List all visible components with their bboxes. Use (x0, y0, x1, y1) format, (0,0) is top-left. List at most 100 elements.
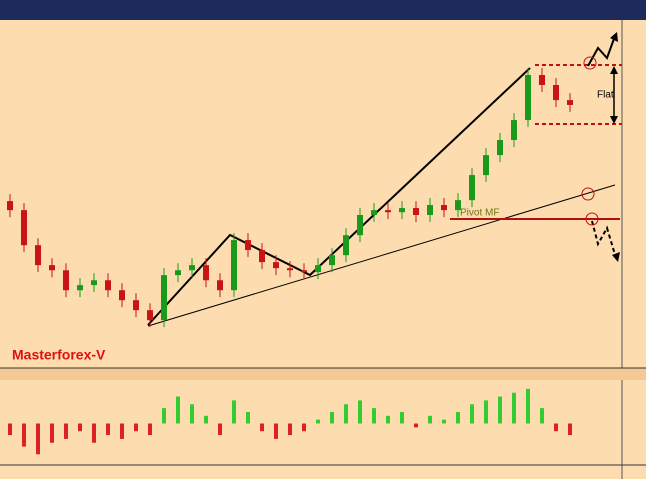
histogram-bar (134, 423, 138, 432)
signal-circle (583, 56, 597, 70)
breakout-up (587, 35, 616, 67)
candle-body (161, 275, 167, 321)
signal-circle (581, 187, 595, 201)
histogram-bar (176, 396, 180, 424)
candle-body (469, 175, 475, 201)
histogram-bar (316, 419, 320, 424)
candle-body (329, 255, 335, 266)
histogram-bar (120, 423, 124, 439)
toolbar (0, 0, 646, 20)
candle-body (147, 310, 153, 321)
candle-body (49, 265, 55, 271)
candle-body (455, 200, 461, 211)
candle-body (189, 265, 195, 271)
histogram-bar (470, 404, 474, 424)
candle-body (315, 265, 321, 273)
candle-body (259, 250, 265, 263)
histogram-bar (260, 423, 264, 432)
candle-body (441, 205, 447, 211)
histogram-bar (204, 415, 208, 424)
histogram-bar (148, 423, 152, 436)
candle-body (427, 205, 433, 215)
histogram-bar (218, 423, 222, 436)
histogram-bar (554, 423, 558, 432)
candle-body (91, 280, 97, 286)
candle-body (287, 268, 293, 271)
histogram-bar (50, 423, 54, 443)
histogram-bar (92, 423, 96, 443)
watermark: Masterforex-V (12, 347, 106, 363)
arrow-head (610, 32, 618, 42)
candle-body (511, 120, 517, 141)
histogram-bar (484, 400, 488, 424)
candle-body (371, 210, 377, 215)
histogram-bar (512, 392, 516, 424)
candle-body (413, 208, 419, 215)
histogram-bar (274, 423, 278, 439)
histogram-bar (372, 408, 376, 424)
histogram-bar (386, 415, 390, 424)
candle-body (357, 215, 363, 236)
arrow-head (610, 116, 618, 124)
histogram-bar (456, 411, 460, 424)
support-line (147, 184, 616, 327)
candle-body (343, 235, 349, 256)
histogram-bar (428, 415, 432, 424)
candle-body (105, 280, 111, 291)
candle-body (539, 75, 545, 85)
histogram-bar (8, 423, 12, 436)
trend-line (147, 67, 531, 326)
candle-body (553, 85, 559, 101)
histogram-bar (190, 404, 194, 424)
candle-body (497, 140, 503, 156)
histogram-bar (22, 423, 26, 447)
histogram-bar (246, 411, 250, 424)
candle-body (133, 300, 139, 311)
flat-label: Flat (597, 90, 614, 101)
histogram-bar (358, 400, 362, 424)
candle-body (385, 210, 391, 213)
histogram-bar (232, 400, 236, 424)
candle-body (245, 240, 251, 251)
histogram-bar (36, 423, 40, 455)
candle-body (525, 75, 531, 121)
histogram-bar (162, 408, 166, 424)
candle-body (77, 285, 83, 291)
histogram-bar (344, 404, 348, 424)
candle-body (35, 245, 41, 266)
candle-body (119, 290, 125, 301)
histogram-bar (540, 408, 544, 424)
arrow-head (612, 252, 620, 262)
candle-body (217, 280, 223, 291)
histogram-bar (78, 423, 82, 432)
breakout-down (591, 220, 617, 259)
signal-circle (585, 212, 599, 226)
pivot-label: Pivot MF (460, 208, 499, 219)
candle-body (21, 210, 27, 246)
candle-body (399, 208, 405, 213)
candle-body (273, 262, 279, 269)
candle-body (567, 100, 573, 105)
candle-body (231, 240, 237, 291)
price-pane (0, 20, 646, 368)
histogram-bar (526, 388, 530, 424)
candle-body (483, 155, 489, 176)
histogram-bar (568, 423, 572, 436)
histogram-bar (442, 419, 446, 424)
histogram-bar (414, 423, 418, 428)
candle-body (175, 270, 181, 276)
histogram-bar (302, 423, 306, 432)
candle-body (203, 265, 209, 281)
histogram-bar (288, 423, 292, 436)
candle-body (63, 270, 69, 291)
histogram-bar (400, 411, 404, 424)
histogram-bar (330, 411, 334, 424)
histogram-bar (106, 423, 110, 436)
candle-body (301, 270, 307, 273)
arrow-head (610, 66, 618, 74)
indicator-header (0, 368, 646, 380)
histogram-bar (64, 423, 68, 439)
candle-body (7, 201, 13, 211)
